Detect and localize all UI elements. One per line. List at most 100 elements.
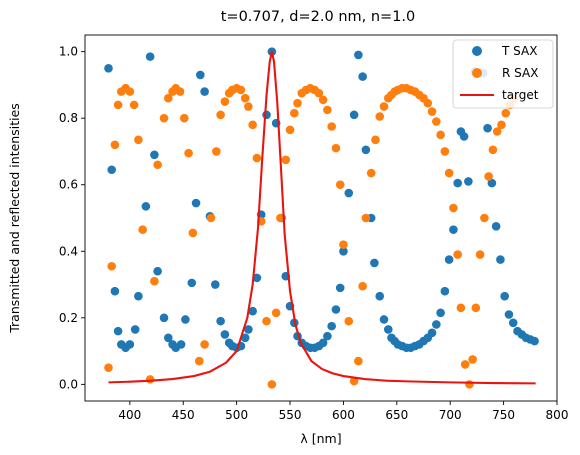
r-sax-point (138, 225, 147, 234)
t-sax-point (181, 315, 190, 324)
x-tick-label: 800 (546, 408, 569, 422)
r-sax-point (484, 172, 493, 181)
r-sax-point (453, 250, 462, 259)
t-sax-point (220, 330, 230, 339)
legend-label-target: target (502, 88, 539, 102)
y-tick-label: 0.4 (59, 244, 78, 258)
legend-box (452, 39, 554, 109)
r-sax-point (150, 276, 159, 286)
r-sax-point (423, 98, 433, 108)
r-sax-point (444, 168, 454, 178)
t-sax-point (176, 340, 186, 349)
t-sax-point (487, 178, 497, 188)
r-sax-point (212, 147, 221, 156)
r-sax-point (480, 213, 489, 223)
r-sax-point (107, 261, 116, 271)
t-sax-point (141, 202, 151, 211)
t-sax-point (327, 321, 336, 331)
t-sax-point (262, 110, 271, 120)
t-sax-point (504, 310, 514, 319)
x-axis-label: λ [nm] (300, 431, 341, 446)
t-sax-point (113, 326, 123, 336)
r-sax-point (113, 100, 123, 110)
r-sax-point (465, 380, 474, 389)
t-sax-point (361, 145, 371, 155)
r-sax-point (180, 113, 189, 123)
r-sax-point (344, 316, 354, 326)
r-sax-point (440, 147, 450, 156)
y-axis-ticks: 0.0 0.2 0.4 0.6 0.8 1.0 (59, 45, 85, 391)
r-sax-point (163, 93, 173, 103)
t-sax-point (459, 132, 469, 141)
t-sax-point (440, 286, 450, 296)
t-sax-point (436, 308, 445, 318)
t-sax-point (432, 320, 441, 329)
target-line-group (108, 50, 536, 385)
legend-label-t-sax: T SAX (501, 44, 537, 58)
x-tick-label: 600 (332, 408, 355, 422)
plot-frame (84, 34, 558, 402)
y-tick-label: 0.6 (59, 178, 78, 192)
r-sax-point (460, 360, 470, 369)
t-sax-point (449, 225, 458, 234)
r-sax-point (290, 108, 299, 118)
legend-label-r-sax: R SAX (502, 66, 538, 80)
r-sax-point (358, 281, 367, 291)
r-sax-point (436, 130, 445, 140)
r-sax-point (354, 356, 363, 366)
r-sax-point (318, 95, 328, 105)
x-tick-label: 700 (439, 408, 462, 422)
y-axis-label: Transmitted and reflected intensities (7, 103, 22, 334)
x-axis-ticks: 400 450 500 550 600 650 700 750 800 (118, 401, 568, 422)
t-sax-point (145, 52, 155, 61)
t-sax-point (344, 188, 354, 198)
t-sax-point (483, 123, 492, 133)
r-sax-point (216, 110, 225, 120)
r-sax-point (145, 375, 155, 384)
target-line (108, 50, 536, 385)
r-sax-point (331, 143, 341, 153)
r-sax-point (366, 168, 376, 178)
t-sax-point (508, 318, 518, 328)
y-tick-label: 0.2 (59, 311, 78, 325)
x-tick-label: 750 (492, 408, 515, 422)
x-tick-label: 400 (118, 408, 141, 422)
t-sax-point (240, 333, 250, 343)
r-sax-point (327, 122, 336, 131)
t-sax-point (104, 63, 113, 73)
r-sax-point (475, 250, 485, 259)
t-sax-point (244, 325, 253, 334)
t-sax-point (187, 278, 197, 288)
x-tick-label: 650 (385, 408, 408, 422)
t-sax-point (130, 325, 140, 334)
r-sax-point (236, 85, 246, 95)
r-sax-point (456, 303, 466, 313)
r-sax-point (184, 148, 193, 158)
r-sax-point (240, 93, 250, 103)
t-sax-point (216, 316, 225, 326)
t-sax-point (427, 328, 437, 338)
t-sax-point (331, 305, 341, 314)
r-sax-point (471, 303, 481, 313)
legend-marker-r-sax (472, 68, 482, 78)
t-sax-point (110, 286, 120, 296)
r-sax-point (501, 108, 511, 118)
r-sax-point (427, 107, 437, 116)
r-sax-point (323, 105, 332, 115)
r-sax-point (361, 213, 371, 223)
r-sax-point (497, 120, 506, 130)
r-sax-point (175, 87, 185, 96)
r-sax-point (314, 88, 324, 98)
r-sax-point (267, 380, 277, 389)
r-sax-points (104, 83, 519, 389)
r-sax-point (134, 135, 143, 145)
r-sax-point (488, 145, 498, 155)
r-sax-point (271, 308, 281, 318)
t-sax-point (496, 255, 505, 264)
t-sax-point (252, 273, 262, 283)
t-sax-point (107, 165, 116, 175)
t-sax-point (335, 283, 345, 293)
r-sax-point (379, 102, 389, 111)
t-sax-point (453, 178, 462, 188)
